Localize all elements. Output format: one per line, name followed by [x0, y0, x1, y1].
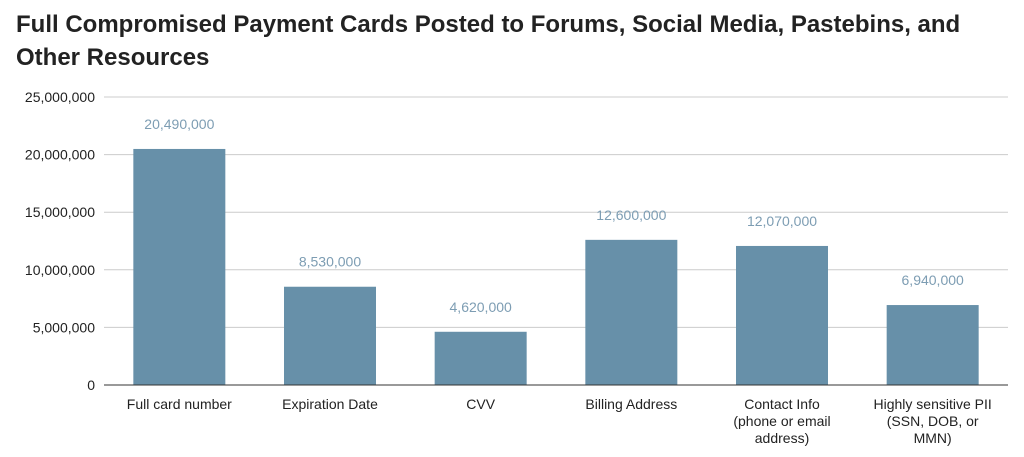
- data-label: 12,600,000: [596, 207, 666, 223]
- y-tick-label: 0: [87, 377, 95, 393]
- x-category-label: Contact Info: [744, 396, 820, 412]
- gridlines: [104, 96, 1008, 328]
- x-category-label: CVV: [466, 396, 495, 412]
- x-category-label: (phone or email: [733, 413, 830, 429]
- bar: [133, 148, 226, 385]
- bar: [736, 245, 828, 385]
- data-label: 4,620,000: [450, 299, 512, 315]
- x-category-label: address): [755, 430, 809, 446]
- data-label: 6,940,000: [902, 272, 964, 288]
- y-tick-label: 20,000,000: [25, 147, 95, 163]
- x-category-label: Billing Address: [585, 396, 677, 412]
- x-category-label: MMN): [914, 430, 952, 446]
- bar: [886, 305, 979, 385]
- x-category-label: Highly sensitive PII: [874, 396, 992, 412]
- bar: [434, 331, 527, 385]
- bar: [284, 286, 376, 385]
- x-category-label: (SSN, DOB, or: [887, 413, 979, 429]
- y-axis-ticks: 0 5,000,000 10,000,000 15,000,000 20,000,000…: [25, 89, 95, 393]
- data-label: 20,490,000: [144, 116, 214, 132]
- y-tick-label: 15,000,000: [25, 204, 95, 220]
- x-category-label: Expiration Date: [282, 396, 378, 412]
- data-label: 8,530,000: [299, 254, 361, 270]
- x-category-label: Full card number: [127, 396, 232, 412]
- y-tick-label: 10,000,000: [25, 262, 95, 278]
- chart-title: Full Compromised Payment Cards Posted to…: [16, 11, 961, 71]
- data-label: 12,070,000: [747, 213, 817, 229]
- data-labels: 20,490,000 8,530,000 4,620,000 12,600,000 12…: [144, 116, 964, 315]
- x-axis-categories: Full card number Expiration Date CVV Billin…: [127, 396, 992, 446]
- bar: [585, 239, 678, 385]
- bars: [133, 148, 979, 385]
- y-tick-label: 25,000,000: [25, 89, 95, 105]
- y-tick-label: 5,000,000: [33, 319, 95, 335]
